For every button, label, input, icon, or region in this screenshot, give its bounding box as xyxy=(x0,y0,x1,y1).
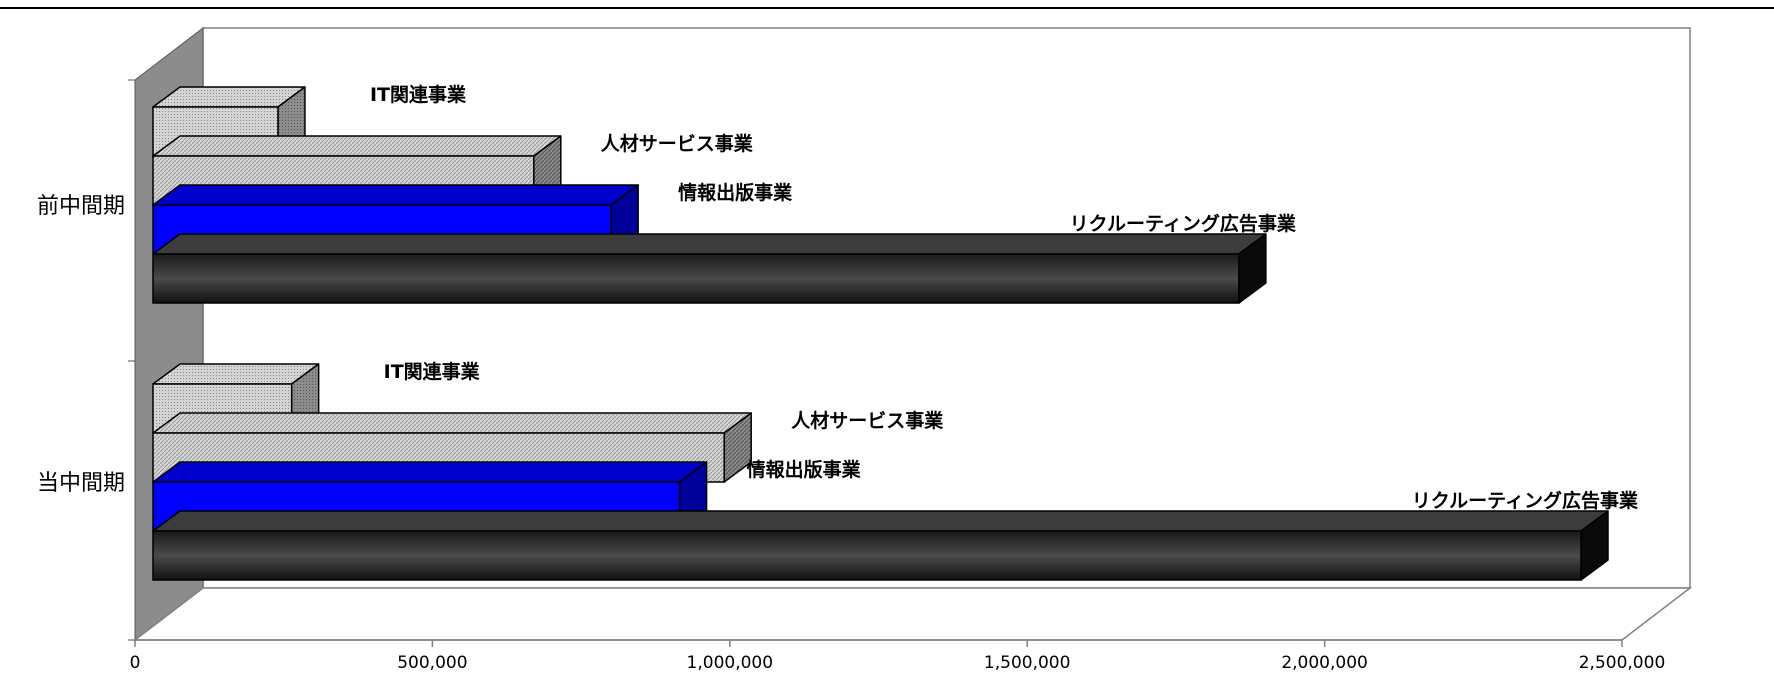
bar-top-face xyxy=(152,412,752,434)
data-label: IT関連事業 xyxy=(384,360,481,383)
data-label: 情報出版事業 xyxy=(678,181,793,204)
bar-top-face xyxy=(152,233,1267,255)
bars xyxy=(152,86,1609,581)
x-tick-label: 1,500,000 xyxy=(984,653,1071,673)
bar-front-face xyxy=(152,253,1240,304)
x-tick-label: 1,000,000 xyxy=(687,653,774,673)
category-label: 前中間期 xyxy=(37,194,125,219)
x-tick-label: 2,500,000 xyxy=(1579,653,1666,673)
bar-top-face xyxy=(152,510,1609,532)
bar-0-3 xyxy=(152,233,1267,304)
floor xyxy=(132,587,1693,641)
bar-front-face xyxy=(152,530,1582,581)
bar-1-3 xyxy=(152,510,1609,581)
x-tick-label: 0 xyxy=(130,653,141,673)
x-tick-label: 500,000 xyxy=(397,653,467,673)
bar-top-face xyxy=(152,363,320,385)
x-tick-label: 2,000,000 xyxy=(1281,653,1368,673)
value-axis: 0 500,000 1,000,000 1,500,000 2,000,000 2,500… xyxy=(130,639,1666,673)
bar-top-face xyxy=(152,135,562,157)
data-label: リクルーティング広告事業 xyxy=(1412,489,1639,512)
bar-top-face xyxy=(152,184,639,206)
data-labels: IT関連事業人材サービス事業情報出版事業リクルーティング広告事業IT関連事業人材… xyxy=(370,83,1639,512)
data-label: リクルーティング広告事業 xyxy=(1070,212,1297,235)
data-label: 人材サービス事業 xyxy=(791,409,944,432)
data-label: 人材サービス事業 xyxy=(601,132,754,155)
bar-top-face xyxy=(152,461,708,483)
data-label: IT関連事業 xyxy=(370,83,467,106)
category-label: 当中間期 xyxy=(37,471,125,496)
data-label: 情報出版事業 xyxy=(747,458,862,481)
